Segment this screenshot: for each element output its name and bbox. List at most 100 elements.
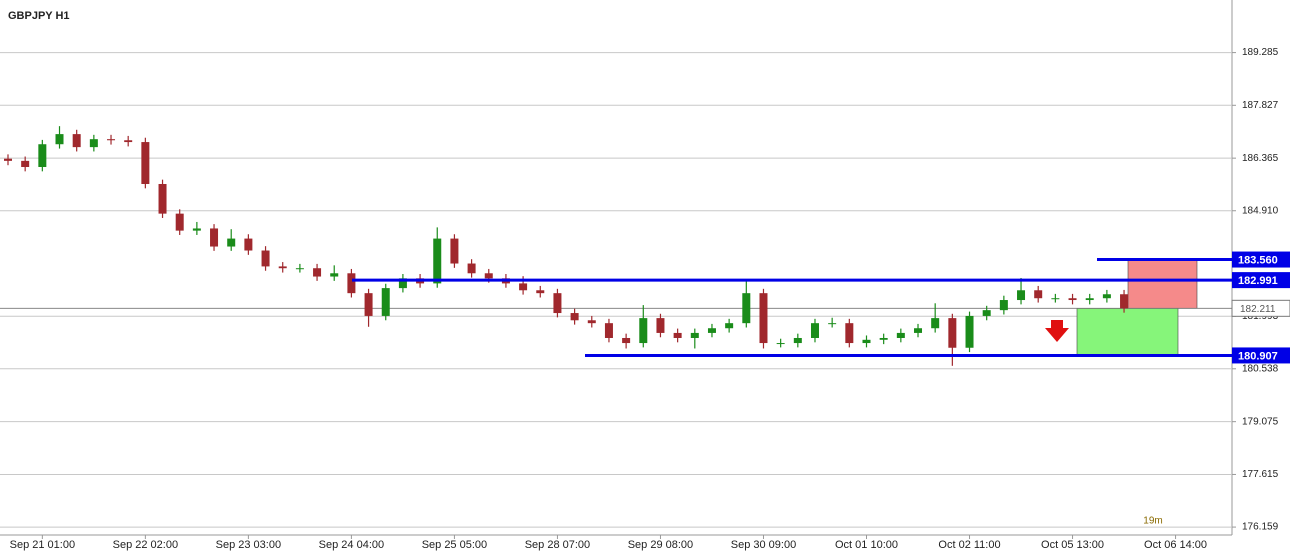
- y-tick-label: 177.615: [1242, 469, 1279, 480]
- x-tick-label: Oct 01 10:00: [835, 539, 898, 551]
- candle-body: [622, 337, 631, 344]
- candle-body: [347, 273, 356, 294]
- candle-body: [364, 293, 373, 316]
- candle-body: [1120, 294, 1129, 309]
- candle-body: [965, 315, 974, 348]
- candle-body: [1102, 294, 1111, 299]
- chart-title: GBPJPY H1: [8, 10, 70, 22]
- x-tick-label: Sep 29 08:00: [628, 539, 693, 551]
- candle-body: [1085, 298, 1094, 301]
- candle-body: [141, 142, 150, 184]
- candle-body: [845, 323, 854, 344]
- level-label: 182.991: [1238, 275, 1278, 287]
- take-profit-zone: [1076, 308, 1179, 356]
- candle-body: [227, 238, 236, 247]
- y-tick-label: 189.285: [1242, 47, 1279, 58]
- y-tick-label: 180.538: [1242, 363, 1279, 374]
- candle-body: [210, 228, 219, 247]
- candle-body: [433, 238, 442, 284]
- x-tick-label: Sep 28 07:00: [525, 539, 590, 551]
- current-price-box: [1231, 299, 1290, 317]
- candle-body: [1034, 290, 1043, 299]
- candle-body: [467, 263, 476, 274]
- x-tick-label: Sep 24 04:00: [319, 539, 384, 551]
- level-label-box: [1232, 347, 1290, 364]
- candle-body: [398, 278, 407, 289]
- candle-body: [278, 266, 287, 269]
- candle-body: [295, 268, 304, 270]
- y-tick-label: 187.827: [1242, 100, 1279, 111]
- candle-body: [707, 328, 716, 333]
- candle-body: [175, 213, 184, 231]
- candle-body: [536, 290, 545, 294]
- sell-arrow: [1045, 320, 1069, 342]
- y-tick-label: 184.910: [1242, 205, 1279, 216]
- candle-body: [192, 228, 201, 231]
- candle-body: [673, 332, 682, 338]
- candle-body: [519, 283, 528, 291]
- candle-body: [948, 318, 957, 348]
- candle-body: [742, 293, 751, 324]
- x-tick-label: Sep 30 09:00: [731, 539, 796, 551]
- candle-body: [1017, 290, 1026, 301]
- level-label: 183.560: [1238, 254, 1278, 266]
- candle-body: [587, 320, 596, 324]
- candle-body: [381, 288, 390, 316]
- candle-body: [158, 183, 167, 214]
- x-tick-label: Oct 05 13:00: [1041, 539, 1104, 551]
- candle-body: [107, 139, 116, 141]
- candle-body: [330, 273, 339, 277]
- candle-body: [244, 238, 253, 251]
- candle-body: [982, 310, 991, 316]
- candle-body: [261, 250, 270, 267]
- candle-body: [828, 323, 837, 325]
- x-tick-label: Oct 02 11:00: [938, 539, 1000, 551]
- x-tick-label: Oct 06 14:00: [1144, 539, 1207, 551]
- x-tick-label: Sep 25 05:00: [422, 539, 487, 551]
- y-tick-label: 179.075: [1242, 416, 1279, 427]
- candle-body: [4, 158, 12, 161]
- candle-body: [793, 337, 802, 344]
- bar-timer: 19m: [1143, 516, 1162, 527]
- candle-body: [450, 238, 459, 264]
- candle-body: [862, 339, 871, 344]
- candle-body: [1068, 298, 1077, 301]
- current-price-label: 182.211: [1240, 304, 1276, 315]
- candle-body: [1051, 298, 1060, 300]
- stop-loss-zone: [1127, 259, 1198, 309]
- y-tick-label: 176.159: [1242, 522, 1279, 533]
- candle-body: [776, 343, 785, 345]
- candle-body: [639, 318, 648, 344]
- candle-body: [38, 144, 47, 168]
- candle-body: [89, 139, 98, 148]
- candle-body: [21, 160, 30, 168]
- candle-body: [124, 140, 133, 143]
- candle-body: [914, 328, 923, 333]
- x-tick-label: Sep 23 03:00: [216, 539, 281, 551]
- candle-body: [313, 268, 322, 277]
- candle-body: [725, 323, 734, 329]
- y-tick-label: 186.365: [1242, 153, 1279, 164]
- candle-body: [604, 323, 613, 338]
- candle-body: [72, 134, 81, 148]
- candle-body: [896, 332, 905, 338]
- candle-body: [553, 293, 562, 314]
- level-label-box: [1232, 251, 1290, 268]
- candle-body: [690, 332, 699, 338]
- candle-body: [999, 300, 1008, 311]
- candle-body: [931, 318, 940, 329]
- candle-body: [810, 323, 819, 338]
- candle-body: [55, 134, 64, 145]
- candle-body: [759, 293, 768, 344]
- level-label-box: [1232, 272, 1290, 289]
- candle-body: [484, 273, 493, 279]
- x-tick-label: Sep 22 02:00: [113, 539, 178, 551]
- x-tick-label: Sep 21 01:00: [10, 539, 75, 551]
- candle-body: [879, 337, 888, 340]
- candle-body: [656, 318, 665, 333]
- candle-body: [570, 313, 579, 321]
- level-label: 180.907: [1238, 350, 1278, 362]
